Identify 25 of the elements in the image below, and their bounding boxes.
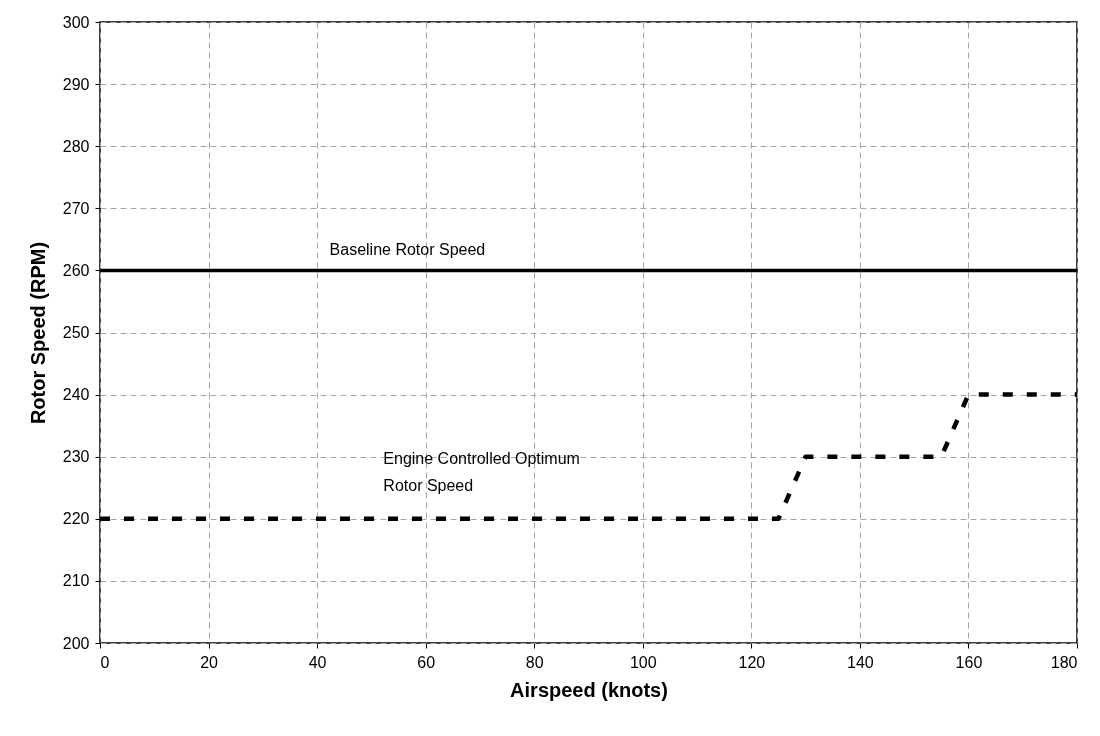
x-tick-label: 120: [738, 653, 766, 671]
y-tick-label: 220: [62, 510, 90, 528]
x-tick-label: 100: [629, 653, 657, 671]
y-tick-label: 280: [62, 137, 90, 155]
series-label: Baseline Rotor Speed: [329, 241, 486, 259]
x-tick-label: 140: [847, 653, 874, 671]
y-tick-label: 290: [62, 75, 90, 93]
x-tick-label: 0: [100, 653, 110, 671]
y-tick-label: 240: [62, 386, 90, 404]
y-tick-label: 250: [62, 324, 90, 341]
x-tick-label: 80: [525, 653, 544, 671]
x-tick-label: 20: [200, 653, 219, 671]
x-tick-label: 40: [308, 653, 327, 671]
y-tick-label: 230: [62, 448, 90, 466]
x-axis-title: Airspeed (knots): [510, 678, 668, 701]
x-tick-label: 180: [1050, 653, 1078, 671]
x-tick-label: 160: [955, 653, 983, 671]
y-tick-label: 260: [62, 261, 90, 279]
series-label: Engine Controlled Optimum Rotor Speed: [383, 449, 580, 494]
y-tick-label: 210: [62, 572, 90, 590]
x-tick-label: 60: [417, 653, 436, 671]
y-tick-label: 300: [62, 13, 90, 31]
y-tick-label: 200: [62, 634, 90, 652]
y-tick-label: 270: [62, 199, 90, 217]
y-axis-title: Rotor Speed (RPM): [26, 241, 49, 425]
